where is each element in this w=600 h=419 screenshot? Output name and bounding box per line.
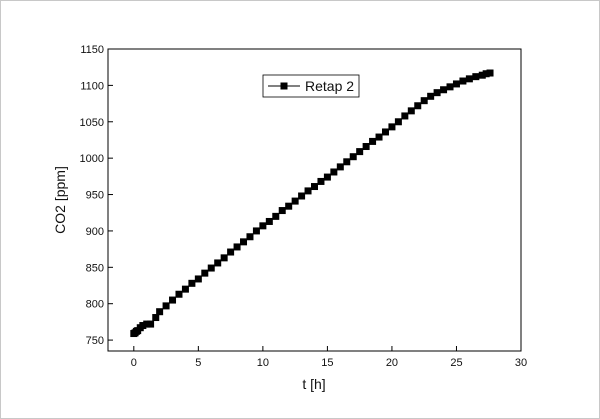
- data-point: [369, 137, 377, 145]
- legend-label: Retap 2: [305, 78, 354, 94]
- data-point: [194, 275, 202, 283]
- data-point: [240, 238, 248, 246]
- data-point: [207, 264, 215, 272]
- data-point: [143, 320, 151, 328]
- data-point: [440, 86, 448, 94]
- data-point: [291, 197, 299, 205]
- y-tick-label: 850: [86, 262, 104, 274]
- data-point: [188, 279, 196, 287]
- data-point: [356, 148, 364, 156]
- legend-box: [262, 74, 360, 98]
- data-point: [252, 227, 260, 235]
- data-point: [265, 217, 273, 225]
- plot-area-frame: [107, 48, 522, 352]
- data-point: [246, 233, 254, 241]
- data-point: [343, 158, 351, 166]
- data-point: [169, 296, 177, 304]
- y-tick-label: 1000: [80, 153, 104, 165]
- y-tick-label: 1050: [80, 117, 104, 129]
- data-point: [472, 73, 480, 81]
- data-point: [152, 314, 160, 322]
- x-tick-label: 10: [257, 357, 269, 369]
- y-tick-label: 800: [86, 299, 104, 311]
- x-tick-label: 30: [515, 357, 527, 369]
- data-point: [336, 163, 344, 171]
- y-tick-label: 750: [86, 335, 104, 347]
- axis-ticks: 0 5 10 15 20 25 30 750 800 850 900 950 1000 1050 1100 1…: [80, 44, 528, 369]
- y-axis-title: CO2 [ppm]: [52, 166, 68, 234]
- data-point: [486, 69, 494, 77]
- x-tick-label: 25: [450, 357, 462, 369]
- data-point: [452, 80, 460, 88]
- data-point: [298, 192, 306, 200]
- data-point: [156, 308, 164, 316]
- data-point: [465, 75, 473, 83]
- data-point: [375, 133, 383, 141]
- data-point: [330, 168, 338, 176]
- data-point: [414, 102, 422, 110]
- data-point: [311, 183, 318, 191]
- y-tick-label: 900: [86, 226, 104, 238]
- x-tick-label: 0: [131, 357, 137, 369]
- data-point: [214, 259, 222, 267]
- x-tick-label: 15: [321, 357, 333, 369]
- data-point: [220, 254, 228, 262]
- data-point: [162, 302, 170, 310]
- y-tick-label: 1150: [80, 44, 104, 56]
- data-point: [323, 173, 331, 181]
- data-point: [201, 269, 209, 277]
- data-point: [181, 285, 189, 293]
- data-point: [407, 107, 415, 115]
- data-point: [482, 70, 490, 78]
- x-axis-title: t [h]: [302, 376, 325, 392]
- data-point: [175, 290, 183, 298]
- data-point: [388, 123, 396, 131]
- data-point: [317, 177, 325, 185]
- data-point: [362, 143, 370, 151]
- data-point: [278, 207, 286, 215]
- data-point: [147, 320, 155, 328]
- data-point: [381, 128, 389, 136]
- data-point: [401, 112, 409, 120]
- legend: Retap 2: [262, 74, 360, 98]
- data-point: [394, 118, 402, 126]
- data-point: [233, 243, 241, 251]
- data-point: [304, 187, 312, 195]
- data-point: [349, 153, 357, 161]
- data-point: [139, 322, 147, 330]
- y-tick-label: 1100: [80, 80, 104, 92]
- series-line: [133, 72, 491, 334]
- data-point: [427, 92, 435, 100]
- data-point: [259, 222, 267, 230]
- x-tick-label: 5: [195, 357, 201, 369]
- data-point: [433, 89, 441, 97]
- data-point: [272, 212, 280, 220]
- data-point: [459, 77, 467, 85]
- data-point: [446, 83, 454, 91]
- data-point: [420, 97, 428, 105]
- legend-marker: [280, 82, 288, 90]
- data-point: [478, 71, 486, 79]
- data-point: [285, 202, 293, 210]
- data-point: [227, 248, 235, 256]
- x-tick-label: 20: [386, 357, 398, 369]
- y-tick-label: 950: [86, 190, 104, 202]
- data-points: [130, 69, 494, 338]
